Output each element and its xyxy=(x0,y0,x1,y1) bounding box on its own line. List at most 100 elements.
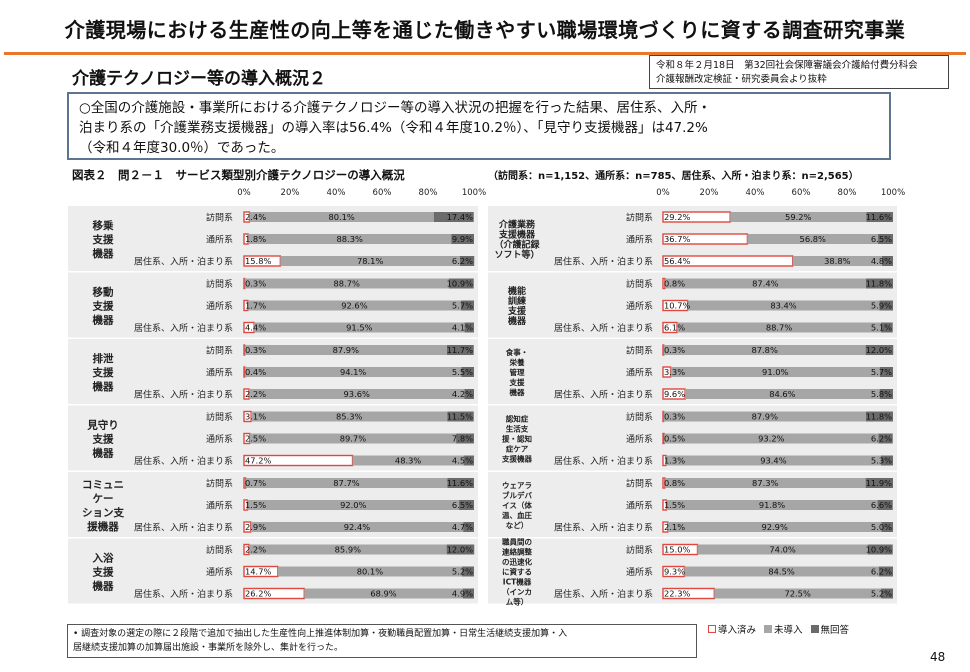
group-label: 見守り支援機器 xyxy=(86,418,119,459)
group-label-line: 支援 xyxy=(509,377,525,387)
data-label-not-installed: 92.9% xyxy=(761,522,787,532)
data-label-no-answer: 17.4% xyxy=(447,212,473,222)
data-label-no-answer: 12.0% xyxy=(866,345,892,355)
bar-no-answer xyxy=(464,322,474,333)
group-label-line: 機器 xyxy=(93,380,114,393)
x-tick-label: 80% xyxy=(419,188,438,198)
bar-no-answer xyxy=(878,566,893,577)
group-label-line: 機器 xyxy=(508,315,527,327)
row-label: 訪問系 xyxy=(626,411,653,423)
data-label-no-answer: 6.6% xyxy=(871,500,892,510)
data-label-not-installed: 92.6% xyxy=(341,301,367,311)
row-label: 居住系、入所・泊まり系 xyxy=(554,322,653,334)
data-label-installed: 4.4% xyxy=(245,323,266,333)
data-label-installed: 9.3% xyxy=(664,567,685,577)
bar-no-answer xyxy=(879,300,893,311)
data-label-installed: 0.3% xyxy=(664,345,685,355)
data-label-not-installed: 93.4% xyxy=(760,456,786,466)
page-number: 48 xyxy=(930,650,946,664)
data-label-installed: 1.8% xyxy=(245,234,266,244)
summary-line-1: ○全国の介護施設・事業所における介護テクノロジー等の導入状況の把握を行った結果、… xyxy=(79,100,711,116)
data-label-no-answer: 7.8% xyxy=(452,434,473,444)
row-label: 通所系 xyxy=(206,368,233,379)
data-label-not-installed: 80.1% xyxy=(328,212,354,222)
x-tick-label: 60% xyxy=(373,188,392,198)
bar-no-answer xyxy=(461,367,474,377)
bar-no-answer xyxy=(459,500,474,510)
data-label-not-installed: 92.0% xyxy=(340,500,366,510)
group-label-line: 機能 xyxy=(508,285,526,297)
group-label: 認知症生活支援・認知症ケア支援機器 xyxy=(501,413,532,463)
group-label-line: など） xyxy=(506,520,529,530)
legend-swatch xyxy=(810,625,819,633)
bar-no-answer xyxy=(448,278,474,289)
data-label-installed: 2.2% xyxy=(245,389,266,399)
data-label-no-answer: 5.7% xyxy=(871,367,892,377)
bar-not-installed xyxy=(792,256,882,266)
row-label: 通所系 xyxy=(206,235,233,246)
data-label-no-answer: 5.9% xyxy=(871,301,892,311)
source-note: 令和８年２月18日 第32回社会保障審議会介護給付費分科会 介護報酬改定検証・研… xyxy=(649,55,949,89)
row-label: 通所系 xyxy=(626,301,653,312)
group-label-line: 温、血圧 xyxy=(502,510,532,520)
bar-no-answer xyxy=(456,433,474,444)
bar-not-installed xyxy=(249,212,434,222)
bar-not-installed xyxy=(247,300,461,311)
data-label-not-installed: 74.0% xyxy=(769,545,795,555)
group-label: 移動支援機器 xyxy=(92,285,114,326)
bar-not-installed xyxy=(687,300,880,311)
row-label: 訪問系 xyxy=(206,345,233,357)
group-label-line: コミュニ xyxy=(82,479,124,491)
group-label-line: 支援 xyxy=(92,366,114,379)
data-label-installed: 36.7% xyxy=(664,234,690,244)
bar-not-installed xyxy=(280,256,460,266)
bar-no-answer xyxy=(865,345,894,355)
bar-not-installed xyxy=(244,345,447,355)
row-label: 居住系、入所・泊まり系 xyxy=(134,588,233,600)
data-label-no-answer: 4.7% xyxy=(452,522,473,532)
bar-not-installed xyxy=(664,433,879,444)
bar-no-answer xyxy=(446,345,474,355)
bar-no-answer xyxy=(881,522,893,532)
data-label-not-installed: 78.1% xyxy=(357,256,383,266)
bar-no-answer xyxy=(865,411,893,422)
row-label: 居住系、入所・泊まり系 xyxy=(554,455,653,467)
legend-label: 無回答 xyxy=(820,625,850,636)
data-label-installed: 10.7% xyxy=(664,301,690,311)
footnote: • 調査対象の選定の際に２段階で追加で抽出した生産性向上推進体制加算・夜勤職員配… xyxy=(67,624,697,658)
group-label: 入浴支援機器 xyxy=(92,551,114,592)
footnote-line-2: 居継続支援加算の加算届出施設・事業所を除外し、集計を行った。 xyxy=(73,643,344,653)
data-label-installed: 2.2% xyxy=(245,545,266,555)
bar-not-installed xyxy=(730,212,867,222)
data-label-not-installed: 68.9% xyxy=(370,589,396,599)
data-label-installed: 1.3% xyxy=(664,456,685,466)
row-label: 訪問系 xyxy=(626,212,653,224)
data-label-no-answer: 5.8% xyxy=(871,389,892,399)
bar-not-installed xyxy=(665,455,881,466)
row-label: 通所系 xyxy=(206,567,233,578)
data-label-not-installed: 48.3% xyxy=(395,456,421,466)
group-label-line: 支援 xyxy=(92,432,114,445)
summary-line-2: 泊まり系の「介護業務支援機器」の導入率は56.4%（令和４年度10.2％）、「見… xyxy=(79,120,708,136)
row-label: 通所系 xyxy=(626,368,653,379)
group-label-line: ソフト等） xyxy=(494,248,539,260)
bar-not-installed xyxy=(247,500,460,510)
group-label-line: （インカ xyxy=(502,586,532,596)
bar-not-installed xyxy=(664,478,866,488)
group-label: 移乗支援機器 xyxy=(92,219,114,260)
data-label-not-installed: 87.8% xyxy=(751,345,777,355)
bar-not-installed xyxy=(254,322,465,333)
group-label-line: 職員間の xyxy=(502,536,532,546)
group-label-line: 排泄 xyxy=(93,352,114,365)
data-label-installed: 2.1% xyxy=(664,522,685,532)
data-label-no-answer: 6.5% xyxy=(452,500,473,510)
bar-no-answer xyxy=(451,234,474,244)
data-label-not-installed: 87.7% xyxy=(333,478,359,488)
data-label-no-answer: 6.2% xyxy=(871,567,892,577)
group-label-line: 連絡調整 xyxy=(502,546,532,556)
bar-no-answer xyxy=(881,322,893,333)
data-label-not-installed: 91.8% xyxy=(759,500,785,510)
bar-not-installed xyxy=(304,588,463,599)
group-label-line: 機器 xyxy=(93,247,114,260)
group-label-line: ム等） xyxy=(506,596,529,606)
